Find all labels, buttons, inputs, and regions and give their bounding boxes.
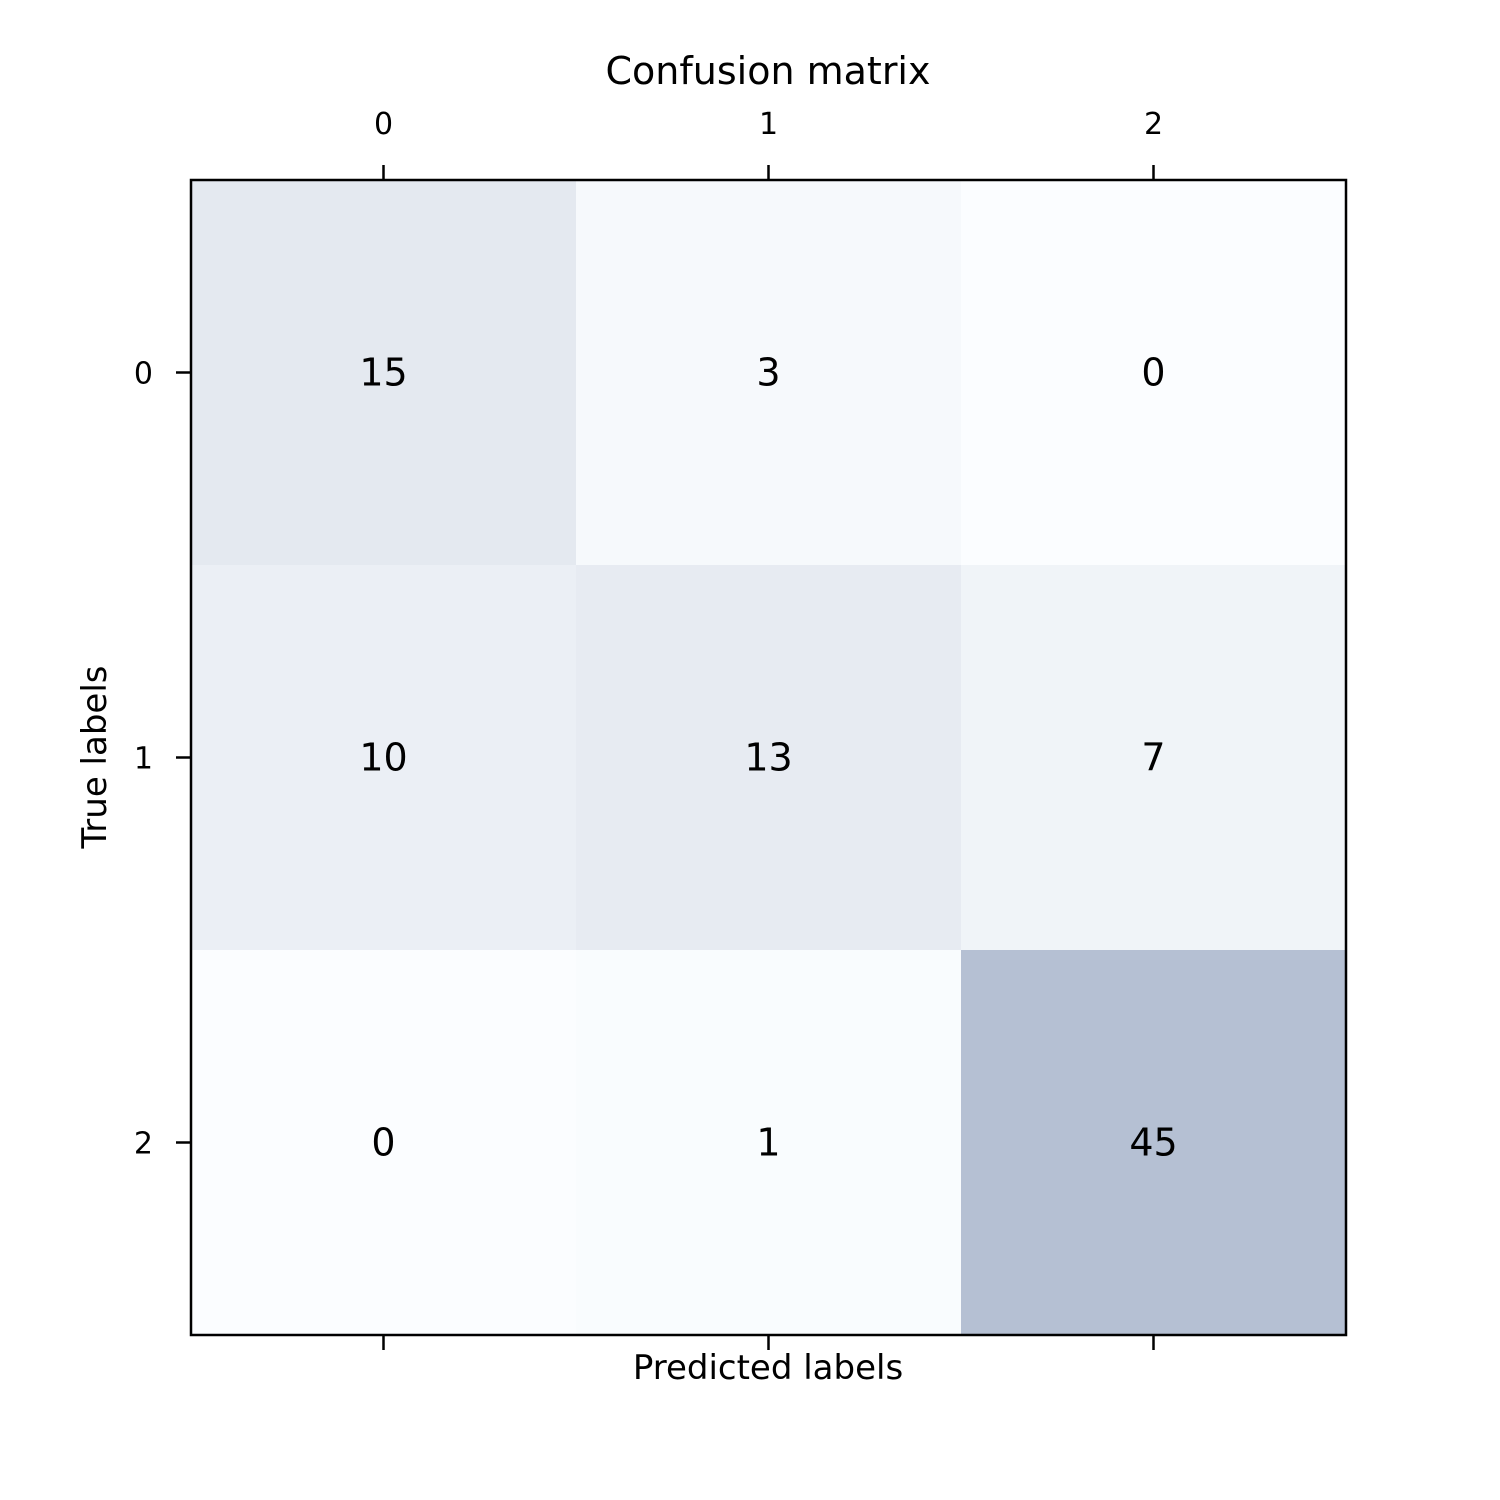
y-axis-ticks: 0 1 2 xyxy=(134,357,191,1162)
cell-value-0-2: 0 xyxy=(1141,351,1165,395)
heatmap-cell-0-2 xyxy=(961,180,1347,566)
cell-value-2-0: 0 xyxy=(371,1121,395,1165)
heatmap-cell-2-0 xyxy=(191,950,577,1336)
cell-value-2-2: 45 xyxy=(1129,1121,1177,1165)
x-tick-label-2: 2 xyxy=(1144,107,1163,142)
y-tick-label-0: 0 xyxy=(134,357,153,392)
cell-value-0-0: 15 xyxy=(359,351,407,395)
cell-value-1-2: 7 xyxy=(1141,736,1165,780)
x-axis-ticks: 0 1 2 xyxy=(374,107,1163,1350)
cell-value-2-1: 1 xyxy=(756,1121,780,1165)
cell-value-1-1: 13 xyxy=(744,736,792,780)
heatmap-cell-labels: 15 3 0 10 13 7 0 1 45 xyxy=(359,351,1177,1165)
heatmap-cell-2-2 xyxy=(961,950,1347,1336)
y-axis-label: True labels xyxy=(75,666,115,850)
heatmap-cell-1-0 xyxy=(191,565,577,951)
cell-value-1-0: 10 xyxy=(359,736,407,780)
y-tick-label-1: 1 xyxy=(134,742,153,777)
chart-title: Confusion matrix xyxy=(606,49,931,93)
x-axis-label: Predicted labels xyxy=(633,1348,903,1388)
x-tick-label-0: 0 xyxy=(374,107,393,142)
heatmap-cell-1-2 xyxy=(961,565,1347,951)
y-tick-label-2: 2 xyxy=(134,1127,153,1162)
heatmap-cell-0-0 xyxy=(191,180,577,566)
heatmap-cell-1-1 xyxy=(576,565,962,951)
x-tick-label-1: 1 xyxy=(759,107,778,142)
heatmap-cell-0-1 xyxy=(576,180,962,566)
heatmap-cell-2-1 xyxy=(576,950,962,1336)
cell-value-0-1: 3 xyxy=(756,351,780,395)
heatmap-cells xyxy=(191,180,1347,1336)
